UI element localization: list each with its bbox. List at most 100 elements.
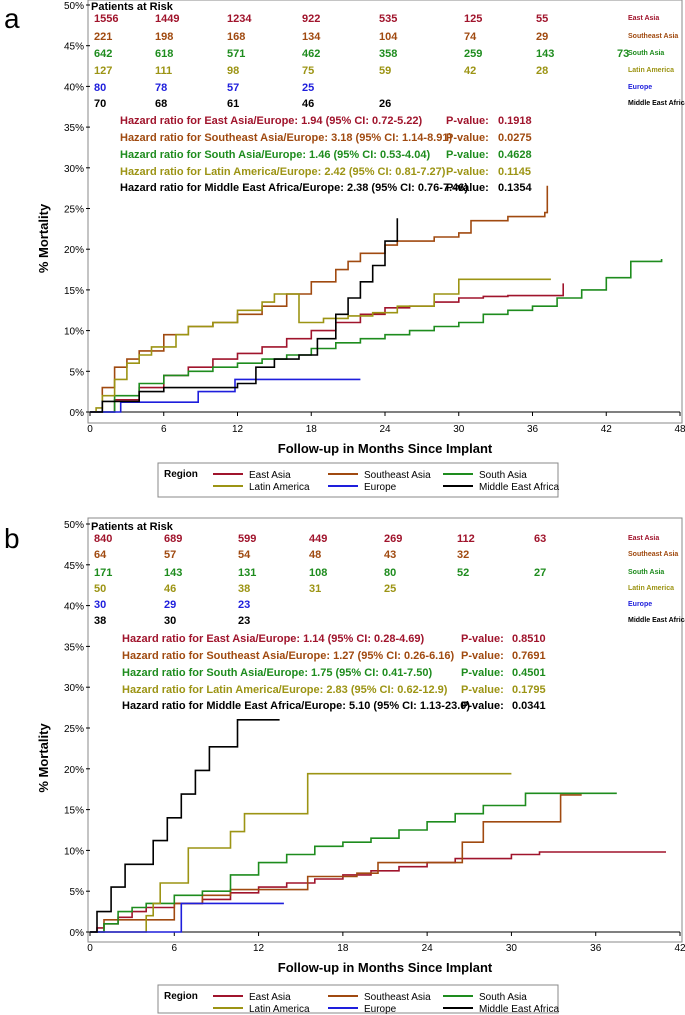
hazard-ratio-text: Hazard ratio for Southeast Asia/Europe: … — [120, 132, 452, 144]
x-tick-label: 42 — [674, 943, 685, 954]
y-tick-label: 40% — [64, 602, 84, 613]
x-tick-label: 6 — [161, 424, 167, 435]
x-tick-label: 42 — [601, 424, 613, 435]
risk-row-label: East Asia — [628, 15, 659, 22]
series-line-latin-america — [90, 772, 512, 933]
p-value-label: P-value: — [461, 633, 504, 645]
risk-count: 127 — [94, 65, 112, 77]
x-tick-label: 12 — [253, 943, 265, 954]
risk-count: 131 — [238, 567, 256, 579]
risk-count: 48 — [309, 549, 321, 561]
risk-count: 43 — [384, 549, 396, 561]
risk-count: 168 — [227, 31, 245, 43]
risk-count: 29 — [536, 31, 548, 43]
risk-count: 52 — [457, 567, 469, 579]
risk-count: 571 — [227, 48, 245, 60]
x-tick-label: 18 — [306, 424, 318, 435]
risk-row-label: South Asia — [628, 569, 664, 576]
y-tick-label: 50% — [64, 1, 84, 12]
x-tick-label: 30 — [453, 424, 465, 435]
p-value-label: P-value: — [446, 115, 489, 127]
legend-label: South Asia — [479, 992, 527, 1003]
risk-row-label: Europe — [628, 601, 652, 608]
legend-label: Middle East Africa — [479, 482, 559, 493]
risk-count: 462 — [302, 48, 320, 60]
panel-letter: a — [4, 3, 20, 34]
risk-count: 50 — [94, 583, 106, 595]
risk-table-title: Patients at Risk — [91, 521, 174, 533]
x-tick-label: 36 — [527, 424, 539, 435]
risk-count: 30 — [164, 615, 176, 627]
y-axis-title: % Mortality — [36, 723, 51, 793]
legend-label: Europe — [364, 1004, 397, 1015]
risk-count: 59 — [379, 65, 391, 77]
p-value-label: P-value: — [461, 700, 504, 712]
p-value-label: P-value: — [461, 684, 504, 696]
risk-count: 75 — [302, 65, 314, 77]
risk-count: 98 — [227, 65, 239, 77]
y-tick-label: 45% — [64, 42, 84, 53]
y-tick-label: 35% — [64, 123, 84, 134]
risk-count: 31 — [309, 583, 321, 595]
risk-count: 104 — [379, 31, 398, 43]
risk-count: 111 — [155, 65, 172, 77]
p-value: 0.0275 — [498, 132, 532, 144]
x-tick-label: 0 — [87, 943, 93, 954]
risk-count: 27 — [534, 567, 546, 579]
x-tick-label: 0 — [87, 424, 93, 435]
risk-count: 80 — [94, 82, 106, 94]
y-axis-title: % Mortality — [36, 203, 51, 273]
risk-count: 23 — [238, 599, 250, 611]
risk-count: 46 — [164, 583, 176, 595]
y-tick-label: 30% — [64, 683, 84, 694]
series-line-latin-america — [90, 278, 551, 413]
risk-count: 1556 — [94, 13, 118, 25]
x-axis-title: Follow-up in Months Since Implant — [278, 960, 493, 975]
x-tick-label: 30 — [506, 943, 518, 954]
legend-title: Region — [164, 991, 198, 1002]
risk-count: 64 — [94, 549, 107, 561]
y-tick-label: 25% — [64, 205, 84, 216]
y-tick-label: 20% — [64, 765, 84, 776]
y-tick-label: 5% — [70, 367, 85, 378]
risk-count: 25 — [302, 82, 314, 94]
risk-table-title: Patients at Risk — [91, 1, 174, 13]
risk-count: 112 — [457, 533, 475, 545]
p-value: 0.7691 — [512, 650, 546, 662]
hazard-ratio-text: Hazard ratio for South Asia/Europe: 1.75… — [122, 667, 432, 679]
risk-count: 54 — [238, 549, 251, 561]
hazard-ratio-text: Hazard ratio for Latin America/Europe: 2… — [120, 166, 446, 178]
legend-label: Latin America — [249, 482, 310, 493]
risk-count: 42 — [464, 65, 476, 77]
plot-frame — [87, 0, 683, 424]
risk-count: 25 — [384, 583, 396, 595]
risk-count: 73 — [617, 48, 629, 60]
x-tick-label: 12 — [232, 424, 244, 435]
p-value-label: P-value: — [446, 132, 489, 144]
series-line-south-asia — [90, 259, 663, 413]
series-line-southeast-asia — [90, 794, 582, 933]
y-tick-label: 0% — [70, 408, 85, 419]
hazard-ratio-text: Hazard ratio for Middle East Africa/Euro… — [120, 182, 468, 194]
y-tick-label: 0% — [70, 928, 85, 939]
risk-row-label: Middle East Africa — [628, 617, 685, 624]
p-value-label: P-value: — [446, 166, 489, 178]
y-tick-label: 25% — [64, 724, 84, 735]
hazard-ratio-text: Hazard ratio for East Asia/Europe: 1.14 … — [122, 633, 425, 645]
risk-count: 46 — [302, 98, 314, 110]
legend-label: South Asia — [479, 470, 527, 481]
x-tick-label: 36 — [590, 943, 602, 954]
risk-row-label: Latin America — [628, 67, 674, 74]
x-tick-label: 24 — [379, 424, 391, 435]
x-tick-label: 24 — [422, 943, 434, 954]
x-axis-title: Follow-up in Months Since Implant — [278, 441, 493, 456]
p-value: 0.1918 — [498, 115, 532, 127]
p-value: 0.1354 — [498, 182, 533, 194]
risk-count: 38 — [238, 583, 250, 595]
y-tick-label: 35% — [64, 642, 84, 653]
legend-label: Europe — [364, 482, 397, 493]
risk-count: 198 — [155, 31, 173, 43]
risk-count: 221 — [94, 31, 112, 43]
p-value: 0.1145 — [498, 166, 531, 178]
